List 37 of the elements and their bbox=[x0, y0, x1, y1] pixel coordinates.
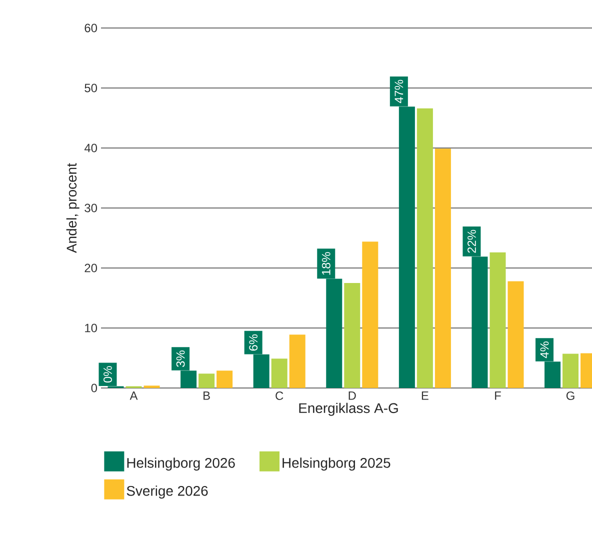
data-label: 4% bbox=[540, 342, 549, 358]
x-tick-label: C bbox=[276, 392, 284, 400]
data-label: 47% bbox=[394, 80, 404, 104]
data-label: 6% bbox=[249, 334, 258, 351]
data-label: 0% bbox=[104, 366, 112, 383]
legend-label: Helsingborg 2026 bbox=[127, 458, 235, 471]
legend-label: Sverige 2026 bbox=[126, 486, 208, 499]
y-tick-label: 60 bbox=[84, 24, 98, 32]
x-tick-label: D bbox=[348, 392, 356, 400]
y-axis-title: Andel, procent bbox=[66, 163, 80, 253]
bar bbox=[416, 108, 433, 388]
bar bbox=[508, 281, 524, 388]
bar bbox=[216, 370, 233, 388]
x-tick-label: A bbox=[130, 392, 138, 400]
legend-label: Helsingborg 2025 bbox=[282, 458, 390, 471]
data-label: 22% bbox=[468, 230, 476, 253]
y-tick-label: 30 bbox=[84, 204, 98, 212]
x-tick-label: G bbox=[566, 392, 574, 400]
x-axis-title: Energiklass A-G bbox=[299, 402, 398, 416]
y-tick-label: 40 bbox=[84, 144, 98, 152]
y-tick-label: 10 bbox=[85, 324, 98, 332]
bar bbox=[434, 148, 451, 388]
bar bbox=[271, 358, 288, 388]
y-tick-label: 0 bbox=[91, 384, 98, 392]
data-label: 18% bbox=[322, 252, 330, 275]
y-tick-label: 20 bbox=[84, 264, 98, 272]
x-tick-label: B bbox=[204, 392, 210, 400]
bar bbox=[362, 242, 378, 388]
bar bbox=[490, 252, 506, 388]
bar bbox=[562, 354, 579, 388]
y-tick-label: 50 bbox=[84, 84, 98, 92]
bar bbox=[198, 374, 215, 388]
bar bbox=[344, 282, 360, 388]
bar bbox=[289, 334, 306, 388]
x-tick-label: E bbox=[422, 392, 428, 400]
data-label: 3% bbox=[176, 350, 185, 367]
x-tick-label: F bbox=[495, 392, 501, 400]
